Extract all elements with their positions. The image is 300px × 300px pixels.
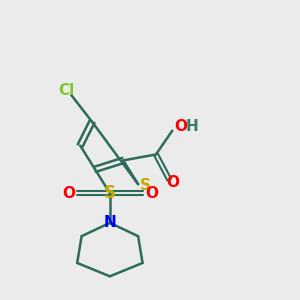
Text: S: S (140, 178, 151, 193)
Text: O: O (145, 186, 158, 201)
Text: H: H (185, 119, 198, 134)
Text: N: N (103, 215, 116, 230)
Text: O: O (62, 186, 75, 201)
Text: Cl: Cl (59, 83, 75, 98)
Text: S: S (104, 184, 116, 202)
Text: O: O (166, 175, 179, 190)
Text: O: O (174, 119, 187, 134)
